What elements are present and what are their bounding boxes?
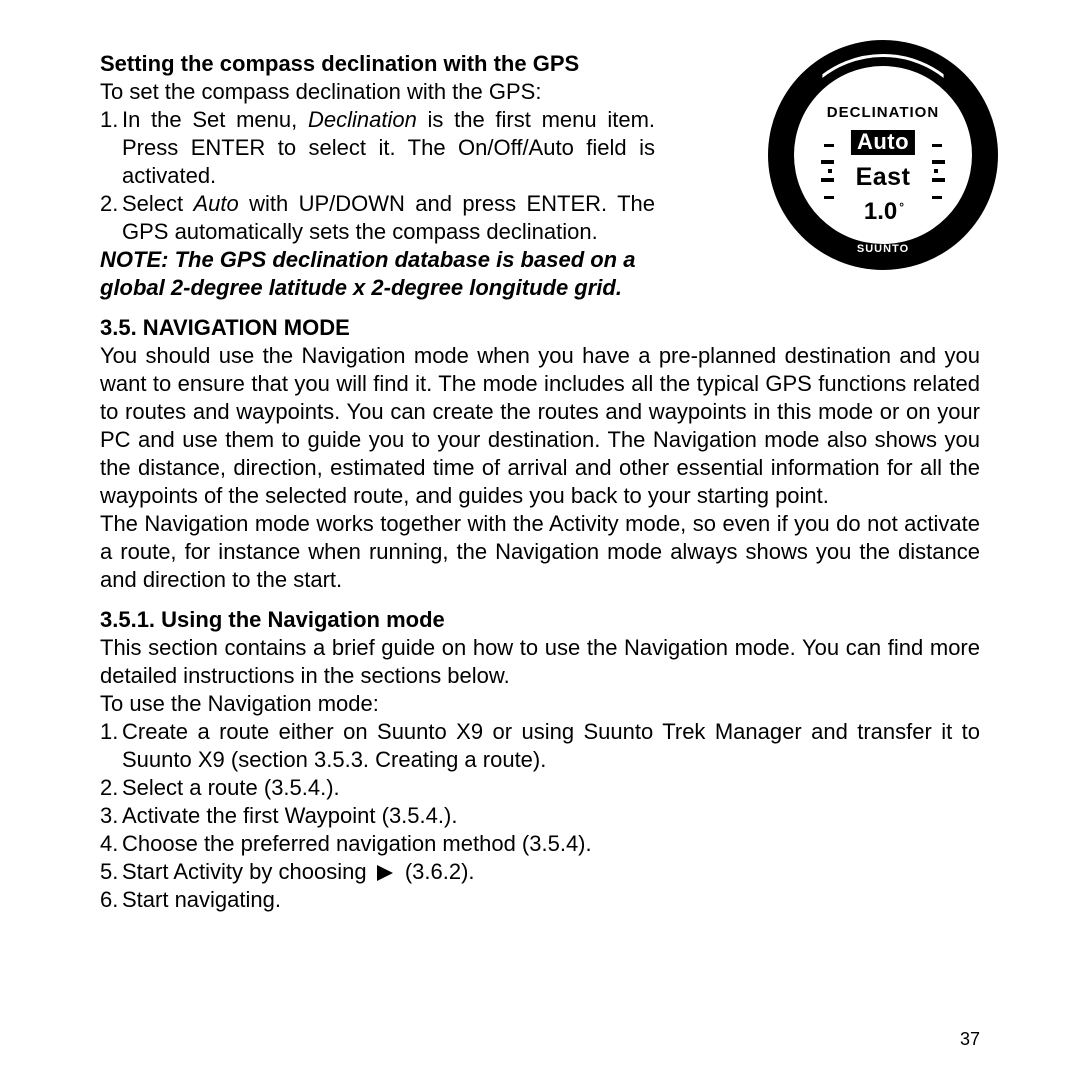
note-prefix: NOTE: [100,247,168,272]
tick-mark [932,178,945,182]
paragraph: To use the Navigation mode: [100,690,980,718]
list-text: Start Activity by choosing (3.6.2). [122,858,980,886]
tick-mark [824,144,834,147]
list-item: 6.Start navigating. [100,886,980,914]
side-pip [934,169,938,173]
watch-angle-number: 1.0 [864,198,897,225]
list-item: 1. In the Set menu, Declination is the f… [100,106,655,190]
list-number: 6. [100,886,122,914]
list-text: In the Set menu, Declination is the firs… [122,106,655,190]
tick-mark [932,144,942,147]
ordered-list: 1. In the Set menu, Declination is the f… [100,106,655,246]
text-italic: Declination [308,107,417,132]
paragraph: The Navigation mode works together with … [100,510,980,594]
list-text: Select a route (3.5.4.). [122,774,980,802]
watch-face: DECLINATION Auto East 1.0° [794,66,972,244]
tick-mark [932,196,942,199]
watch-screen-title: DECLINATION [794,104,972,121]
list-text: Activate the first Waypoint (3.5.4.). [122,802,980,830]
degree-symbol: ° [899,200,904,214]
list-number: 2. [100,190,122,246]
list-item: 3.Activate the first Waypoint (3.5.4.). [100,802,980,830]
list-number: 3. [100,802,122,830]
text-italic: Auto [194,191,239,216]
text-run: Select [122,191,194,216]
list-number: 4. [100,830,122,858]
paragraph: This section contains a brief guide on h… [100,634,980,690]
heading-using-nav-mode: 3.5.1. Using the Navigation mode [100,606,980,634]
tick-mark [821,178,834,182]
text-run: (3.6.2). [405,859,475,884]
list-text: Start navigating. [122,886,980,914]
list-number: 1. [100,106,122,190]
list-number: 5. [100,858,122,886]
watch-brand: SUUNTO [768,243,998,255]
note-paragraph: NOTE: The GPS declination database is ba… [100,246,655,302]
list-number: 2. [100,774,122,802]
list-item: 5.Start Activity by choosing (3.6.2). [100,858,980,886]
list-text: Select Auto with UP/DOWN and press ENTER… [122,190,655,246]
tick-mark [824,196,834,199]
list-number: 1. [100,718,122,774]
watch-angle: 1.0° [794,198,972,226]
ordered-list: 1.Create a route either on Suunto X9 or … [100,718,980,914]
watch-figure: DECLINATION Auto East 1.0° SUUNTO [768,40,998,270]
list-item: 4.Choose the preferred navigation method… [100,830,980,858]
text-run: In the Set menu, [122,107,308,132]
list-item: 1.Create a route either on Suunto X9 or … [100,718,980,774]
note-body: The GPS declination database is based on… [100,247,635,300]
list-text: Create a route either on Suunto X9 or us… [122,718,980,774]
page-number: 37 [960,1029,980,1050]
watch-mode-value: Auto [851,130,915,155]
list-item: 2. Select Auto with UP/DOWN and press EN… [100,190,655,246]
text-run: Start Activity by choosing [122,859,367,884]
side-pip [828,169,832,173]
paragraph: You should use the Navigation mode when … [100,342,980,510]
list-text: Choose the preferred navigation method (… [122,830,980,858]
play-icon [377,865,393,881]
heading-navigation-mode: 3.5. NAVIGATION MODE [100,314,980,342]
tick-mark [932,160,945,164]
list-item: 2.Select a route (3.5.4.). [100,774,980,802]
tick-mark [821,160,834,164]
intro-line: To set the compass declination with the … [100,78,655,106]
heading-setting-declination: Setting the compass declination with the… [100,50,655,78]
